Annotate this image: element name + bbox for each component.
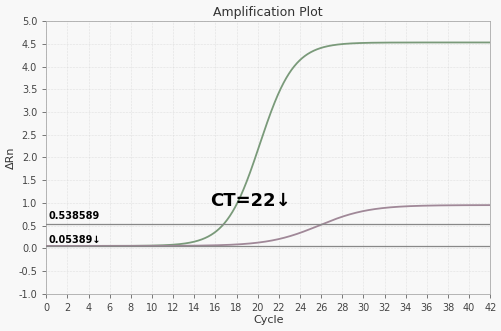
Text: CT=22↓: CT=22↓: [210, 192, 290, 210]
Y-axis label: ΔRn: ΔRn: [6, 146, 16, 168]
Text: 0.538589: 0.538589: [48, 212, 99, 221]
Text: 0.05389↓: 0.05389↓: [48, 235, 101, 245]
Title: Amplification Plot: Amplification Plot: [213, 6, 323, 19]
X-axis label: Cycle: Cycle: [253, 315, 283, 325]
